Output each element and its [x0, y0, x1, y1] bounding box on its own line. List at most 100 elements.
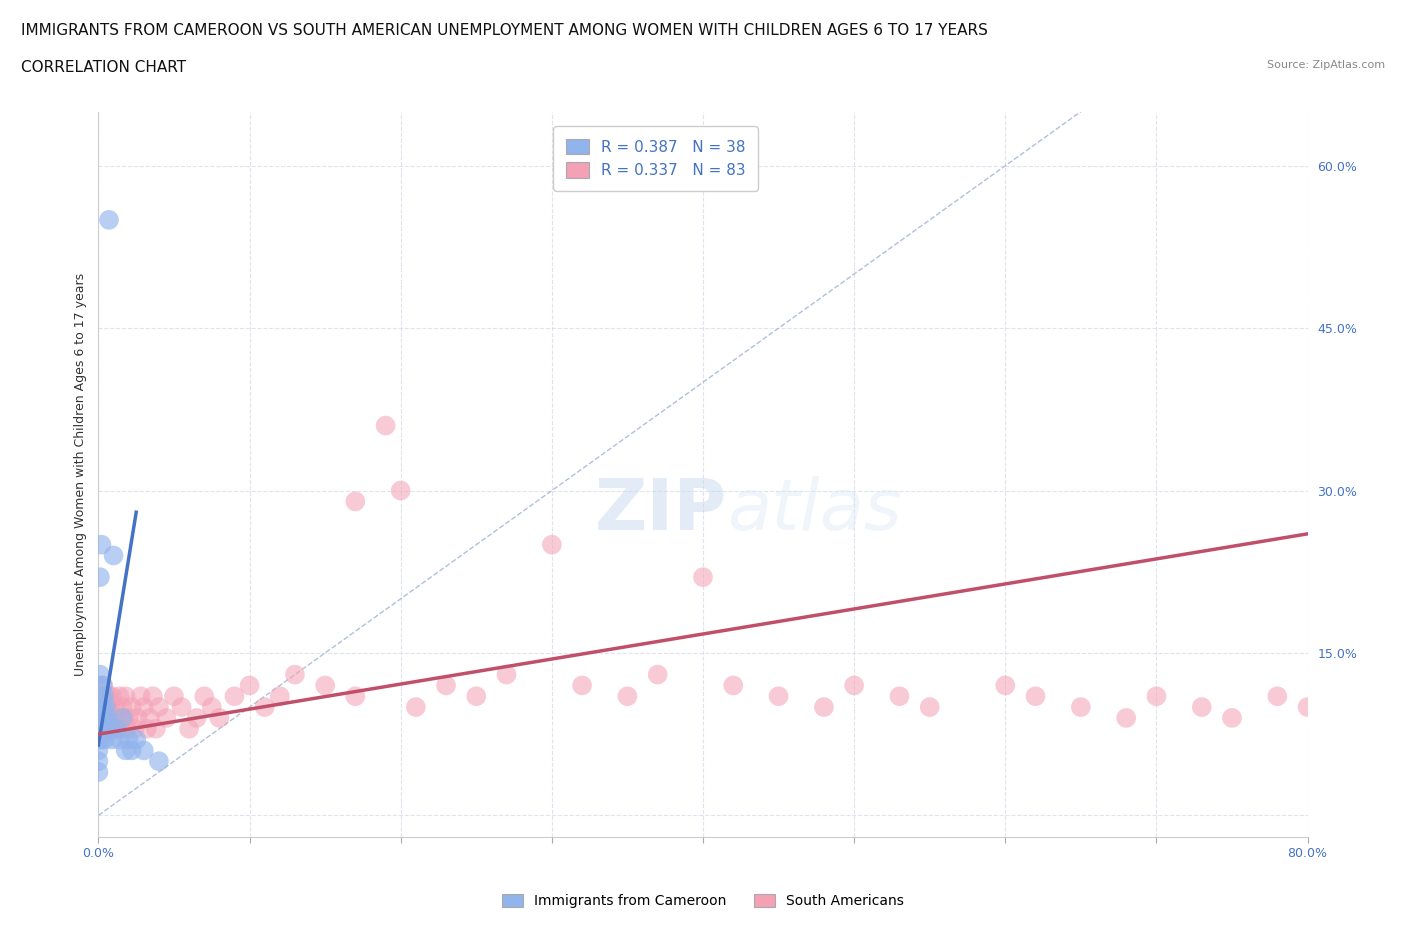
Point	[135, 722, 157, 737]
Point	[103, 711, 125, 725]
Point	[132, 699, 155, 714]
Point	[314, 678, 336, 693]
Point	[89, 711, 111, 725]
Point	[90, 689, 112, 704]
Point	[108, 732, 131, 747]
Point	[148, 699, 170, 714]
Point	[434, 678, 457, 693]
Point	[239, 678, 262, 693]
Point	[108, 689, 131, 704]
Point	[90, 711, 112, 725]
Point	[125, 732, 148, 747]
Point	[1024, 689, 1046, 704]
Point	[768, 689, 790, 704]
Point	[269, 689, 291, 704]
Point	[112, 711, 135, 725]
Point	[87, 743, 110, 758]
Point	[193, 689, 215, 704]
Point	[114, 743, 136, 758]
Point	[89, 689, 111, 704]
Point	[186, 711, 208, 725]
Text: CORRELATION CHART: CORRELATION CHART	[21, 60, 186, 75]
Point	[87, 732, 110, 747]
Point	[104, 699, 127, 714]
Point	[1267, 689, 1289, 704]
Point	[89, 570, 111, 585]
Point	[540, 538, 562, 552]
Point	[89, 699, 111, 714]
Point	[90, 722, 112, 737]
Point	[100, 722, 122, 737]
Point	[647, 667, 669, 682]
Point	[93, 732, 115, 747]
Point	[103, 548, 125, 563]
Point	[87, 764, 110, 779]
Point	[889, 689, 911, 704]
Point	[692, 570, 714, 585]
Point	[1296, 699, 1319, 714]
Point	[111, 711, 134, 725]
Point	[253, 699, 276, 714]
Point	[118, 732, 141, 747]
Point	[344, 494, 367, 509]
Point	[101, 689, 124, 704]
Point	[148, 754, 170, 769]
Point	[344, 689, 367, 704]
Point	[87, 711, 110, 725]
Point	[93, 699, 115, 714]
Point	[87, 678, 110, 693]
Point	[163, 689, 186, 704]
Text: ZIP: ZIP	[595, 476, 727, 545]
Point	[145, 722, 167, 737]
Point	[105, 722, 128, 737]
Point	[87, 699, 110, 714]
Point	[87, 699, 110, 714]
Point	[98, 212, 121, 227]
Point	[723, 678, 745, 693]
Point	[208, 711, 231, 725]
Point	[91, 711, 114, 725]
Point	[96, 722, 118, 737]
Point	[101, 732, 124, 747]
Point	[98, 711, 121, 725]
Point	[91, 678, 114, 693]
Point	[115, 722, 138, 737]
Point	[124, 722, 146, 737]
Point	[87, 754, 110, 769]
Point	[813, 699, 835, 714]
Point	[918, 699, 941, 714]
Point	[284, 667, 307, 682]
Point	[90, 538, 112, 552]
Point	[89, 667, 111, 682]
Point	[1144, 689, 1167, 704]
Point	[179, 722, 201, 737]
Point	[98, 689, 121, 704]
Text: atlas: atlas	[727, 476, 901, 545]
Point	[224, 689, 246, 704]
Point	[94, 722, 117, 737]
Point	[93, 689, 115, 704]
Point	[90, 732, 112, 747]
Point	[571, 678, 593, 693]
Point	[91, 699, 114, 714]
Point	[495, 667, 517, 682]
Point	[111, 699, 134, 714]
Point	[139, 711, 162, 725]
Point	[1191, 699, 1213, 714]
Point	[94, 699, 117, 714]
Point	[405, 699, 427, 714]
Point	[101, 722, 124, 737]
Point	[107, 711, 129, 725]
Point	[374, 418, 396, 433]
Point	[96, 711, 118, 725]
Point	[114, 689, 136, 704]
Legend: Immigrants from Cameroon, South Americans: Immigrants from Cameroon, South American…	[496, 889, 910, 914]
Point	[132, 743, 155, 758]
Point	[844, 678, 866, 693]
Point	[121, 743, 143, 758]
Point	[100, 722, 122, 737]
Point	[118, 711, 141, 725]
Point	[91, 722, 114, 737]
Point	[94, 711, 117, 725]
Point	[465, 689, 488, 704]
